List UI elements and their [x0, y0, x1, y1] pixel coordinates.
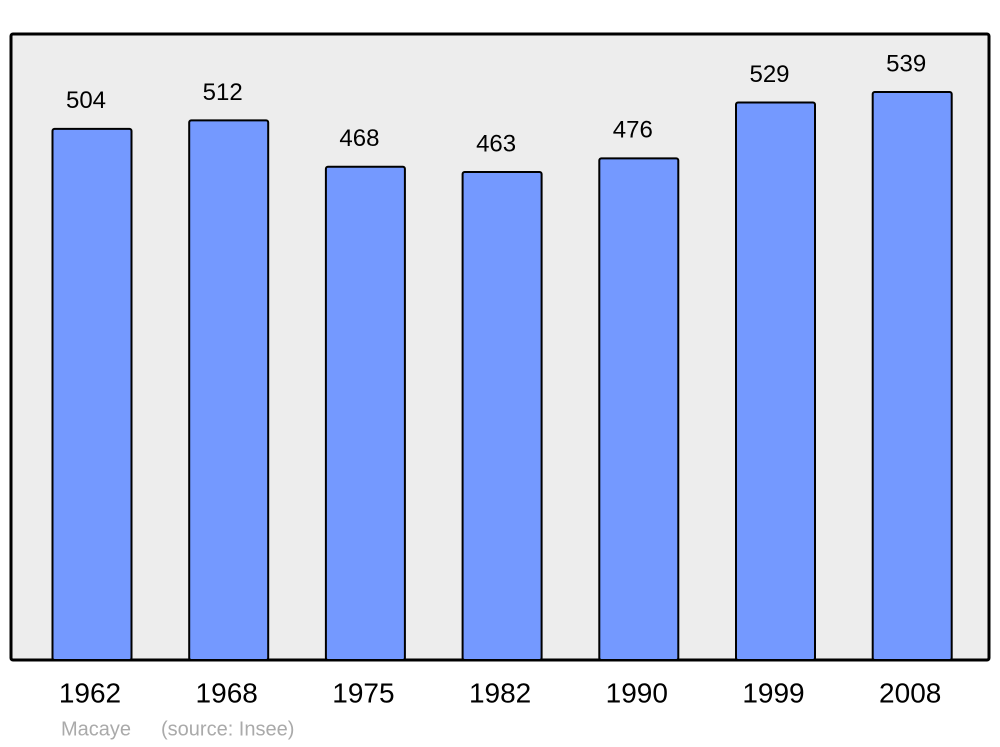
bar	[598, 157, 680, 661]
caption: Macaye	[61, 718, 131, 740]
bar	[735, 101, 816, 661]
bar	[188, 119, 270, 662]
x-tick-label: 1975	[332, 677, 394, 708]
x-tick-label: 1962	[59, 677, 121, 708]
value-label: 539	[886, 50, 926, 77]
value-label: 476	[613, 117, 653, 144]
bar	[324, 165, 406, 661]
x-tick-label: 1968	[196, 677, 258, 708]
x-tick-label: 1999	[742, 677, 804, 708]
value-label: 504	[66, 87, 106, 114]
bar	[51, 127, 133, 661]
bar	[461, 171, 543, 661]
source: (source: Insee)	[161, 718, 294, 740]
bar	[871, 90, 953, 662]
x-tick-label: 1990	[606, 677, 668, 708]
value-label: 463	[476, 130, 516, 157]
x-tick-label: 2008	[879, 677, 941, 708]
value-label: 529	[749, 61, 789, 88]
value-label: 512	[203, 79, 243, 106]
value-label: 468	[339, 125, 379, 152]
x-tick-label: 1982	[469, 677, 531, 708]
